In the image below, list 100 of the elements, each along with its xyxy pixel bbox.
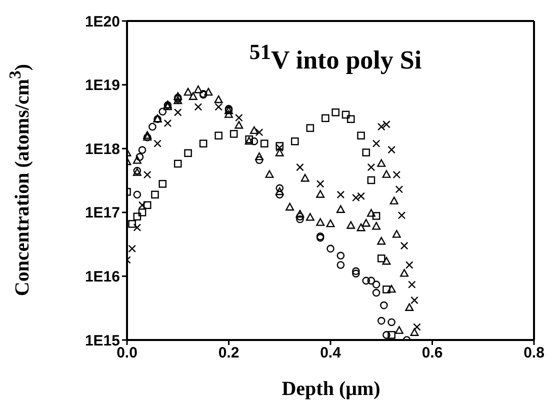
point bbox=[382, 331, 390, 339]
y-tick-label: 1E16 bbox=[84, 268, 120, 286]
point bbox=[214, 95, 223, 104]
x-axis-title: Depth (μm) bbox=[280, 378, 382, 401]
point bbox=[136, 153, 144, 161]
point bbox=[316, 190, 325, 198]
point bbox=[275, 148, 284, 156]
point bbox=[352, 194, 360, 202]
point bbox=[265, 170, 274, 178]
point bbox=[164, 119, 172, 128]
point bbox=[138, 208, 146, 216]
point bbox=[346, 115, 355, 123]
point bbox=[184, 88, 192, 96]
point bbox=[326, 244, 334, 253]
point bbox=[332, 108, 340, 116]
point bbox=[377, 316, 386, 325]
point bbox=[367, 163, 376, 172]
point bbox=[260, 140, 268, 148]
point bbox=[234, 120, 244, 129]
point bbox=[336, 252, 345, 260]
point bbox=[326, 219, 335, 228]
x-tick-label: 0.8 bbox=[524, 344, 544, 362]
point bbox=[188, 92, 198, 100]
point bbox=[372, 288, 380, 297]
point bbox=[367, 176, 376, 184]
point bbox=[362, 148, 370, 156]
point bbox=[395, 185, 404, 194]
point bbox=[138, 146, 146, 154]
point bbox=[158, 108, 167, 116]
point bbox=[143, 170, 152, 179]
point bbox=[394, 326, 404, 334]
point bbox=[300, 174, 310, 182]
point bbox=[148, 122, 156, 131]
point bbox=[388, 318, 396, 326]
point bbox=[290, 137, 299, 146]
point bbox=[224, 110, 233, 118]
point bbox=[154, 140, 162, 148]
point bbox=[235, 114, 243, 122]
point bbox=[405, 261, 414, 269]
x-tick-label: 0.6 bbox=[422, 344, 443, 362]
point bbox=[392, 170, 401, 179]
point bbox=[306, 124, 314, 132]
point bbox=[377, 122, 386, 131]
point bbox=[410, 328, 419, 336]
point bbox=[352, 270, 360, 278]
point bbox=[255, 128, 264, 136]
point bbox=[346, 221, 356, 229]
point bbox=[184, 149, 192, 158]
point bbox=[276, 142, 284, 150]
point bbox=[276, 184, 284, 192]
point bbox=[400, 269, 408, 277]
annotation: $^{51}$V into poly Si bbox=[249, 40, 422, 76]
point bbox=[390, 196, 398, 204]
point bbox=[336, 261, 345, 269]
point bbox=[377, 254, 386, 262]
point bbox=[275, 187, 284, 196]
point bbox=[194, 103, 202, 111]
point bbox=[377, 159, 386, 167]
point bbox=[316, 180, 324, 188]
point bbox=[410, 296, 418, 304]
point bbox=[372, 140, 380, 148]
point bbox=[204, 88, 213, 96]
point bbox=[380, 301, 388, 310]
point bbox=[388, 146, 396, 154]
point bbox=[128, 244, 136, 253]
point bbox=[158, 180, 167, 188]
point bbox=[199, 140, 208, 148]
point bbox=[372, 212, 380, 220]
point bbox=[392, 230, 401, 238]
point bbox=[133, 190, 142, 199]
point bbox=[367, 276, 376, 285]
point bbox=[357, 192, 365, 200]
point bbox=[174, 160, 182, 168]
point bbox=[398, 211, 406, 220]
point bbox=[336, 205, 345, 213]
point bbox=[143, 201, 152, 210]
point bbox=[250, 137, 258, 146]
point bbox=[306, 213, 314, 221]
point bbox=[405, 303, 414, 312]
point bbox=[387, 284, 396, 293]
point bbox=[255, 152, 264, 160]
point bbox=[286, 202, 294, 211]
point bbox=[356, 223, 366, 232]
point bbox=[255, 156, 264, 164]
point bbox=[151, 190, 159, 199]
point bbox=[133, 212, 142, 220]
point bbox=[174, 108, 182, 116]
point bbox=[400, 242, 408, 250]
point bbox=[382, 256, 391, 265]
point bbox=[342, 110, 350, 119]
point bbox=[214, 132, 222, 140]
point bbox=[382, 120, 390, 128]
point bbox=[382, 286, 390, 294]
point bbox=[382, 170, 391, 178]
point bbox=[388, 331, 396, 339]
x-tick-label: 0.0 bbox=[116, 344, 138, 362]
point bbox=[336, 190, 345, 199]
y-tick-label: 1E20 bbox=[84, 13, 120, 30]
y-tick-label: 1E19 bbox=[84, 77, 120, 94]
y-tick-label: 1E18 bbox=[84, 140, 120, 158]
